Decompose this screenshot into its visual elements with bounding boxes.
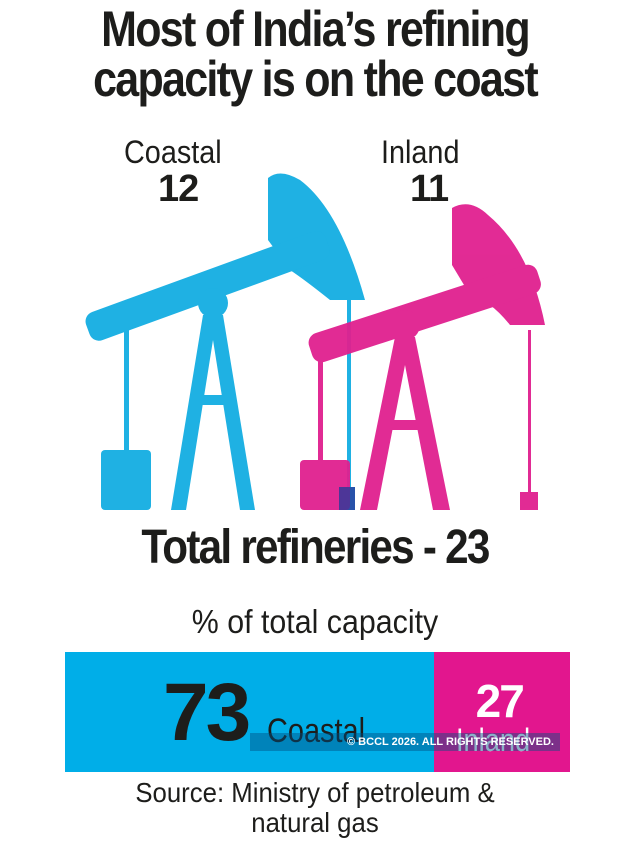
inland-count: 11 <box>410 168 449 210</box>
source-line-1: Source: Ministry of petroleum & <box>135 777 495 808</box>
chart-title: Most of India’s refining capacity is on … <box>44 4 586 104</box>
coastal-capacity-value: 73 <box>163 667 251 758</box>
coastal-pumpjack-icon <box>85 173 365 510</box>
coastal-label: Coastal <box>124 134 222 170</box>
capacity-title: % of total capacity <box>191 603 439 640</box>
copyright-watermark: © BCCL 2026. ALL RIGHTS RESERVED. <box>250 733 560 751</box>
coastal-count: 12 <box>158 168 199 210</box>
coastal-capacity-label: Coastal <box>267 712 365 750</box>
inland-label: Inland <box>381 134 460 170</box>
source-note: Source: Ministry of petroleum & natural … <box>25 778 605 838</box>
total-refineries: Total refineries - 23 <box>141 521 490 574</box>
inland-capacity-value: 27 <box>475 675 525 727</box>
title-line-1: Most of India’s refining <box>101 1 530 57</box>
inland-capacity-label: Inland <box>455 722 530 758</box>
inland-pumpjack-icon <box>300 204 545 510</box>
title-line-2: capacity is on the coast <box>93 51 539 107</box>
inland-capacity-segment: 27 Inland <box>433 652 570 772</box>
source-line-2: natural gas <box>251 807 379 838</box>
pumpjack-illustration <box>85 173 545 510</box>
coastal-capacity-segment: 73 Coastal <box>65 652 434 772</box>
capacity-bar: 73 Coastal 27 Inland <box>65 652 570 772</box>
